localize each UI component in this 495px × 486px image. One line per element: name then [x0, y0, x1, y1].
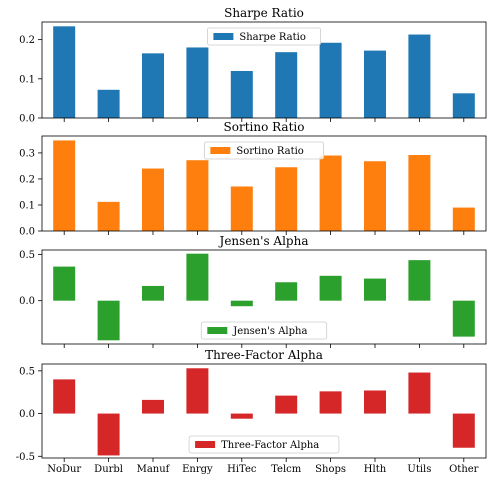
x-tick-label: Utils: [407, 464, 431, 475]
bar-utils: [408, 155, 431, 231]
y-tick-label: 0.0: [19, 227, 35, 238]
bar-nodur: [53, 379, 76, 414]
x-tick-label: Other: [449, 464, 479, 475]
bar-enrgy: [186, 253, 209, 301]
bar-durbl: [97, 300, 120, 341]
bar-manuf: [142, 285, 164, 301]
legend-swatch: [195, 441, 216, 448]
y-tick-label: 0.0: [19, 409, 35, 420]
bar-hlth: [364, 50, 386, 118]
bar-other: [452, 207, 475, 231]
x-tick-label: Shops: [315, 464, 346, 475]
x-tick-label: NoDur: [47, 464, 81, 475]
bar-manuf: [142, 399, 164, 414]
bar-shops: [319, 42, 342, 118]
legend-label: Sharpe Ratio: [239, 32, 306, 43]
legend-label: Three-Factor Alpha: [221, 440, 319, 451]
x-tick-label: HiTec: [227, 464, 257, 475]
bar-hitec: [230, 300, 253, 307]
x-tick-label: Hlth: [364, 464, 387, 475]
legend-box: [200, 321, 328, 340]
bar-nodur: [53, 140, 76, 231]
bar-nodur: [53, 26, 76, 118]
bar-other: [452, 93, 475, 118]
chart-title: Sortino Ratio: [224, 120, 305, 134]
legend-swatch: [207, 327, 228, 334]
chart-title: Sharpe Ratio: [224, 6, 304, 20]
chart-title: Jensen's Alpha: [218, 234, 309, 248]
bar-hlth: [364, 278, 386, 301]
y-tick-label: 0.0: [19, 114, 35, 125]
chart-title: Three-Factor Alpha: [205, 348, 323, 362]
bar-durbl: [97, 413, 120, 456]
axes-frame: [41, 21, 487, 119]
bar-utils: [408, 260, 431, 301]
y-tick-label: 0.2: [19, 174, 35, 185]
axes-frame: [41, 249, 487, 345]
legend-label: Jensen's Alpha: [232, 326, 307, 337]
bar-manuf: [142, 53, 164, 118]
bar-hitec: [230, 186, 253, 231]
y-tick-label: 0.1: [19, 74, 35, 85]
bar-utils: [408, 372, 431, 414]
bar-manuf: [142, 168, 164, 231]
bar-enrgy: [186, 47, 209, 118]
y-tick-label: 0.2: [19, 35, 35, 46]
x-tick-label: Telcm: [271, 464, 302, 475]
legend-swatch: [213, 33, 234, 40]
legend-label: Sortino Ratio: [236, 146, 303, 157]
y-tick-label: 0.0: [19, 296, 35, 307]
bar-other: [452, 300, 475, 337]
legend-box: [188, 435, 340, 454]
legend-box: [206, 27, 321, 46]
y-tick-label: 0.5: [19, 250, 35, 261]
bar-telcm: [275, 395, 298, 414]
x-tick-label: Manuf: [137, 464, 171, 475]
axes-frame: [41, 135, 487, 232]
bar-hlth: [364, 390, 386, 414]
legend-swatch: [210, 147, 231, 154]
bar-shops: [319, 391, 342, 414]
bar-shops: [319, 155, 342, 231]
bar-enrgy: [186, 160, 209, 231]
x-tick-label: Enrgy: [182, 464, 213, 475]
bar-telcm: [275, 52, 298, 118]
bar-other: [452, 413, 475, 448]
bar-enrgy: [186, 368, 209, 414]
y-tick-label: 0.3: [19, 148, 35, 159]
y-tick-label: 0.5: [19, 366, 35, 377]
bar-telcm: [275, 167, 298, 231]
legend-box: [203, 141, 325, 160]
y-tick-label: -0.5: [16, 452, 35, 463]
bar-hlth: [364, 161, 386, 231]
bar-nodur: [53, 266, 76, 301]
bar-durbl: [97, 201, 120, 231]
bar-hitec: [230, 70, 253, 118]
x-tick-label: Durbl: [94, 464, 123, 475]
axes-frame: [41, 363, 487, 459]
y-tick-label: 0.1: [19, 200, 35, 211]
bar-hitec: [230, 413, 253, 419]
bar-telcm: [275, 282, 298, 301]
bar-durbl: [97, 89, 120, 118]
bar-utils: [408, 34, 431, 119]
bar-shops: [319, 275, 342, 301]
